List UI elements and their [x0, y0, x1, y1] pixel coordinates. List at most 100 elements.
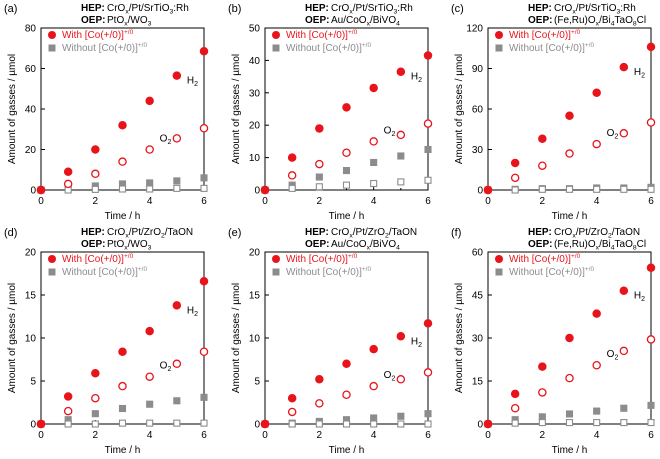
h2-without-point: [91, 410, 99, 418]
y-tick-label: 60: [472, 105, 484, 116]
legend-marker-without: [495, 44, 503, 52]
o2-without-point: [342, 420, 351, 428]
o2-without-point: [565, 419, 574, 427]
y-tick-label: 0: [477, 186, 483, 197]
h2-without-point: [200, 174, 208, 182]
o2-without-point: [538, 185, 546, 193]
o2-with-point: [315, 159, 324, 169]
y-axis-label: Amount of gasses / µmol: [454, 54, 465, 164]
h2-with-point: [199, 276, 209, 286]
h2-with-point: [592, 88, 601, 98]
y-tick-label: 20: [249, 121, 261, 132]
y-tick-label: 15: [472, 377, 484, 388]
o2-with-point: [287, 171, 297, 180]
o2-with-point: [538, 388, 547, 397]
o2-with-point: [396, 130, 406, 140]
y-tick-label: 10: [249, 153, 261, 164]
y-tick-label: 0: [30, 186, 36, 197]
o2-with-point: [369, 381, 378, 391]
legend-text-without: Without [Co(+/0)]+/0: [62, 266, 147, 278]
o2-with-point: [199, 123, 209, 133]
o2-without-point: [342, 181, 351, 189]
h2-with-point: [342, 359, 351, 369]
o2-with-point: [118, 157, 127, 166]
h2-with-point: [315, 124, 324, 133]
h2-with-point: [199, 47, 209, 56]
panel-c: (c) HEP:CrOx​/Pt/SrTiO3​:RhOEP:(Fe,Ru)Ox​…: [451, 3, 656, 222]
o2-with-point: [118, 381, 127, 391]
x-axis-label: Time / h: [552, 211, 588, 222]
o2-annotation: O2: [607, 128, 619, 141]
legend-marker-without: [272, 268, 280, 276]
legend-marker-with: [272, 255, 280, 263]
legend-text-with: With [Co(+/0)]+/0: [286, 29, 358, 41]
y-tick-label: 15: [25, 291, 37, 302]
legend-text-without: Without [Co(+/0)]+/0: [286, 266, 371, 278]
h2-without-point: [647, 401, 655, 409]
h2-with-point: [118, 347, 127, 357]
y-tick-label: 0: [254, 186, 260, 197]
x-tick-label: 2: [93, 430, 99, 441]
h2-with-point: [565, 333, 574, 343]
o2-with-point: [145, 372, 154, 381]
legend-text-without: Without [Co(+/0)]+/0: [62, 42, 147, 54]
x-tick-label: 2: [317, 196, 323, 207]
legend-marker-without: [48, 268, 56, 276]
x-tick-label: 6: [648, 196, 654, 207]
x-tick-label: 4: [371, 196, 377, 207]
o2-without-point: [397, 178, 405, 186]
o2-with-point: [565, 149, 574, 158]
h2-with-point: [287, 153, 297, 162]
oep-label: OEP:: [305, 15, 329, 26]
x-tick-label: 2: [540, 196, 546, 207]
y-tick-label: 60: [25, 64, 37, 75]
o2-without-point: [370, 420, 378, 428]
h2-without-point: [565, 410, 574, 418]
y-tick-label: 120: [466, 24, 483, 35]
y-tick-label: 40: [249, 56, 261, 67]
h2-with-point: [619, 62, 629, 72]
hep-catalyst: CrOx​/Pt/ZrO2​/TaON: [331, 227, 417, 240]
o2-with-point: [396, 375, 406, 384]
hep-catalyst: CrOx​/Pt/SrTiO3​:Rh: [331, 3, 413, 16]
h2-annotation: H2: [634, 67, 645, 80]
o2-without-point: [288, 184, 296, 192]
x-tick-label: 0: [485, 430, 491, 441]
h2-annotation: H2: [634, 291, 645, 304]
o2-without-point: [118, 185, 127, 193]
legend-text-with: With [Co(+/0)]+/0: [62, 29, 134, 41]
hep-label: HEP:: [528, 3, 552, 14]
x-axis-label: Time / h: [105, 211, 141, 222]
oep-catalyst: (Fe,Ru)Ox​/Bi4​TaO8​Cl: [554, 15, 646, 28]
o2-without-point: [511, 186, 519, 194]
oep-catalyst: Au/CoOx​/BiVO4​: [331, 15, 400, 28]
o2-without-point: [146, 419, 154, 427]
h2-with-point: [145, 96, 154, 106]
h2-with-point: [369, 83, 378, 93]
h2-with-point: [342, 103, 351, 112]
o2-without-point: [118, 419, 127, 427]
hep-label: HEP:: [305, 227, 329, 238]
x-tick-label: 2: [317, 430, 323, 441]
o2-without-point: [397, 420, 405, 428]
y-tick-label: 40: [25, 105, 37, 116]
hep-catalyst: CrOx​/Pt/ZrO2​/TaON: [554, 227, 640, 240]
x-tick-label: 4: [371, 430, 377, 441]
panel-e: (e) HEP:CrOx​/Pt/ZrO2​/TaONOEP:Au/CoOx​/B…: [228, 227, 433, 456]
h2-with-point: [538, 134, 547, 143]
x-axis-label: Time / h: [329, 445, 365, 456]
h2-with-point: [172, 71, 182, 80]
y-tick-label: 90: [472, 64, 484, 75]
x-axis-label: Time / h: [329, 211, 365, 222]
h2-with-point: [592, 309, 601, 318]
o2-without-point: [200, 419, 208, 427]
panel-a: (a) HEP:CrOx​/Pt/SrTiO3​:RhOEP:PtOx​/WO3​…: [4, 3, 209, 222]
h2-with-point: [510, 158, 520, 168]
o2-without-point: [620, 185, 628, 193]
legend-text-without: Without [Co(+/0)]+/0: [509, 266, 594, 278]
o2-without-point: [538, 419, 546, 427]
o2-annotation: O2: [160, 361, 172, 374]
o2-without-point: [146, 185, 154, 193]
x-tick-label: 6: [201, 430, 207, 441]
